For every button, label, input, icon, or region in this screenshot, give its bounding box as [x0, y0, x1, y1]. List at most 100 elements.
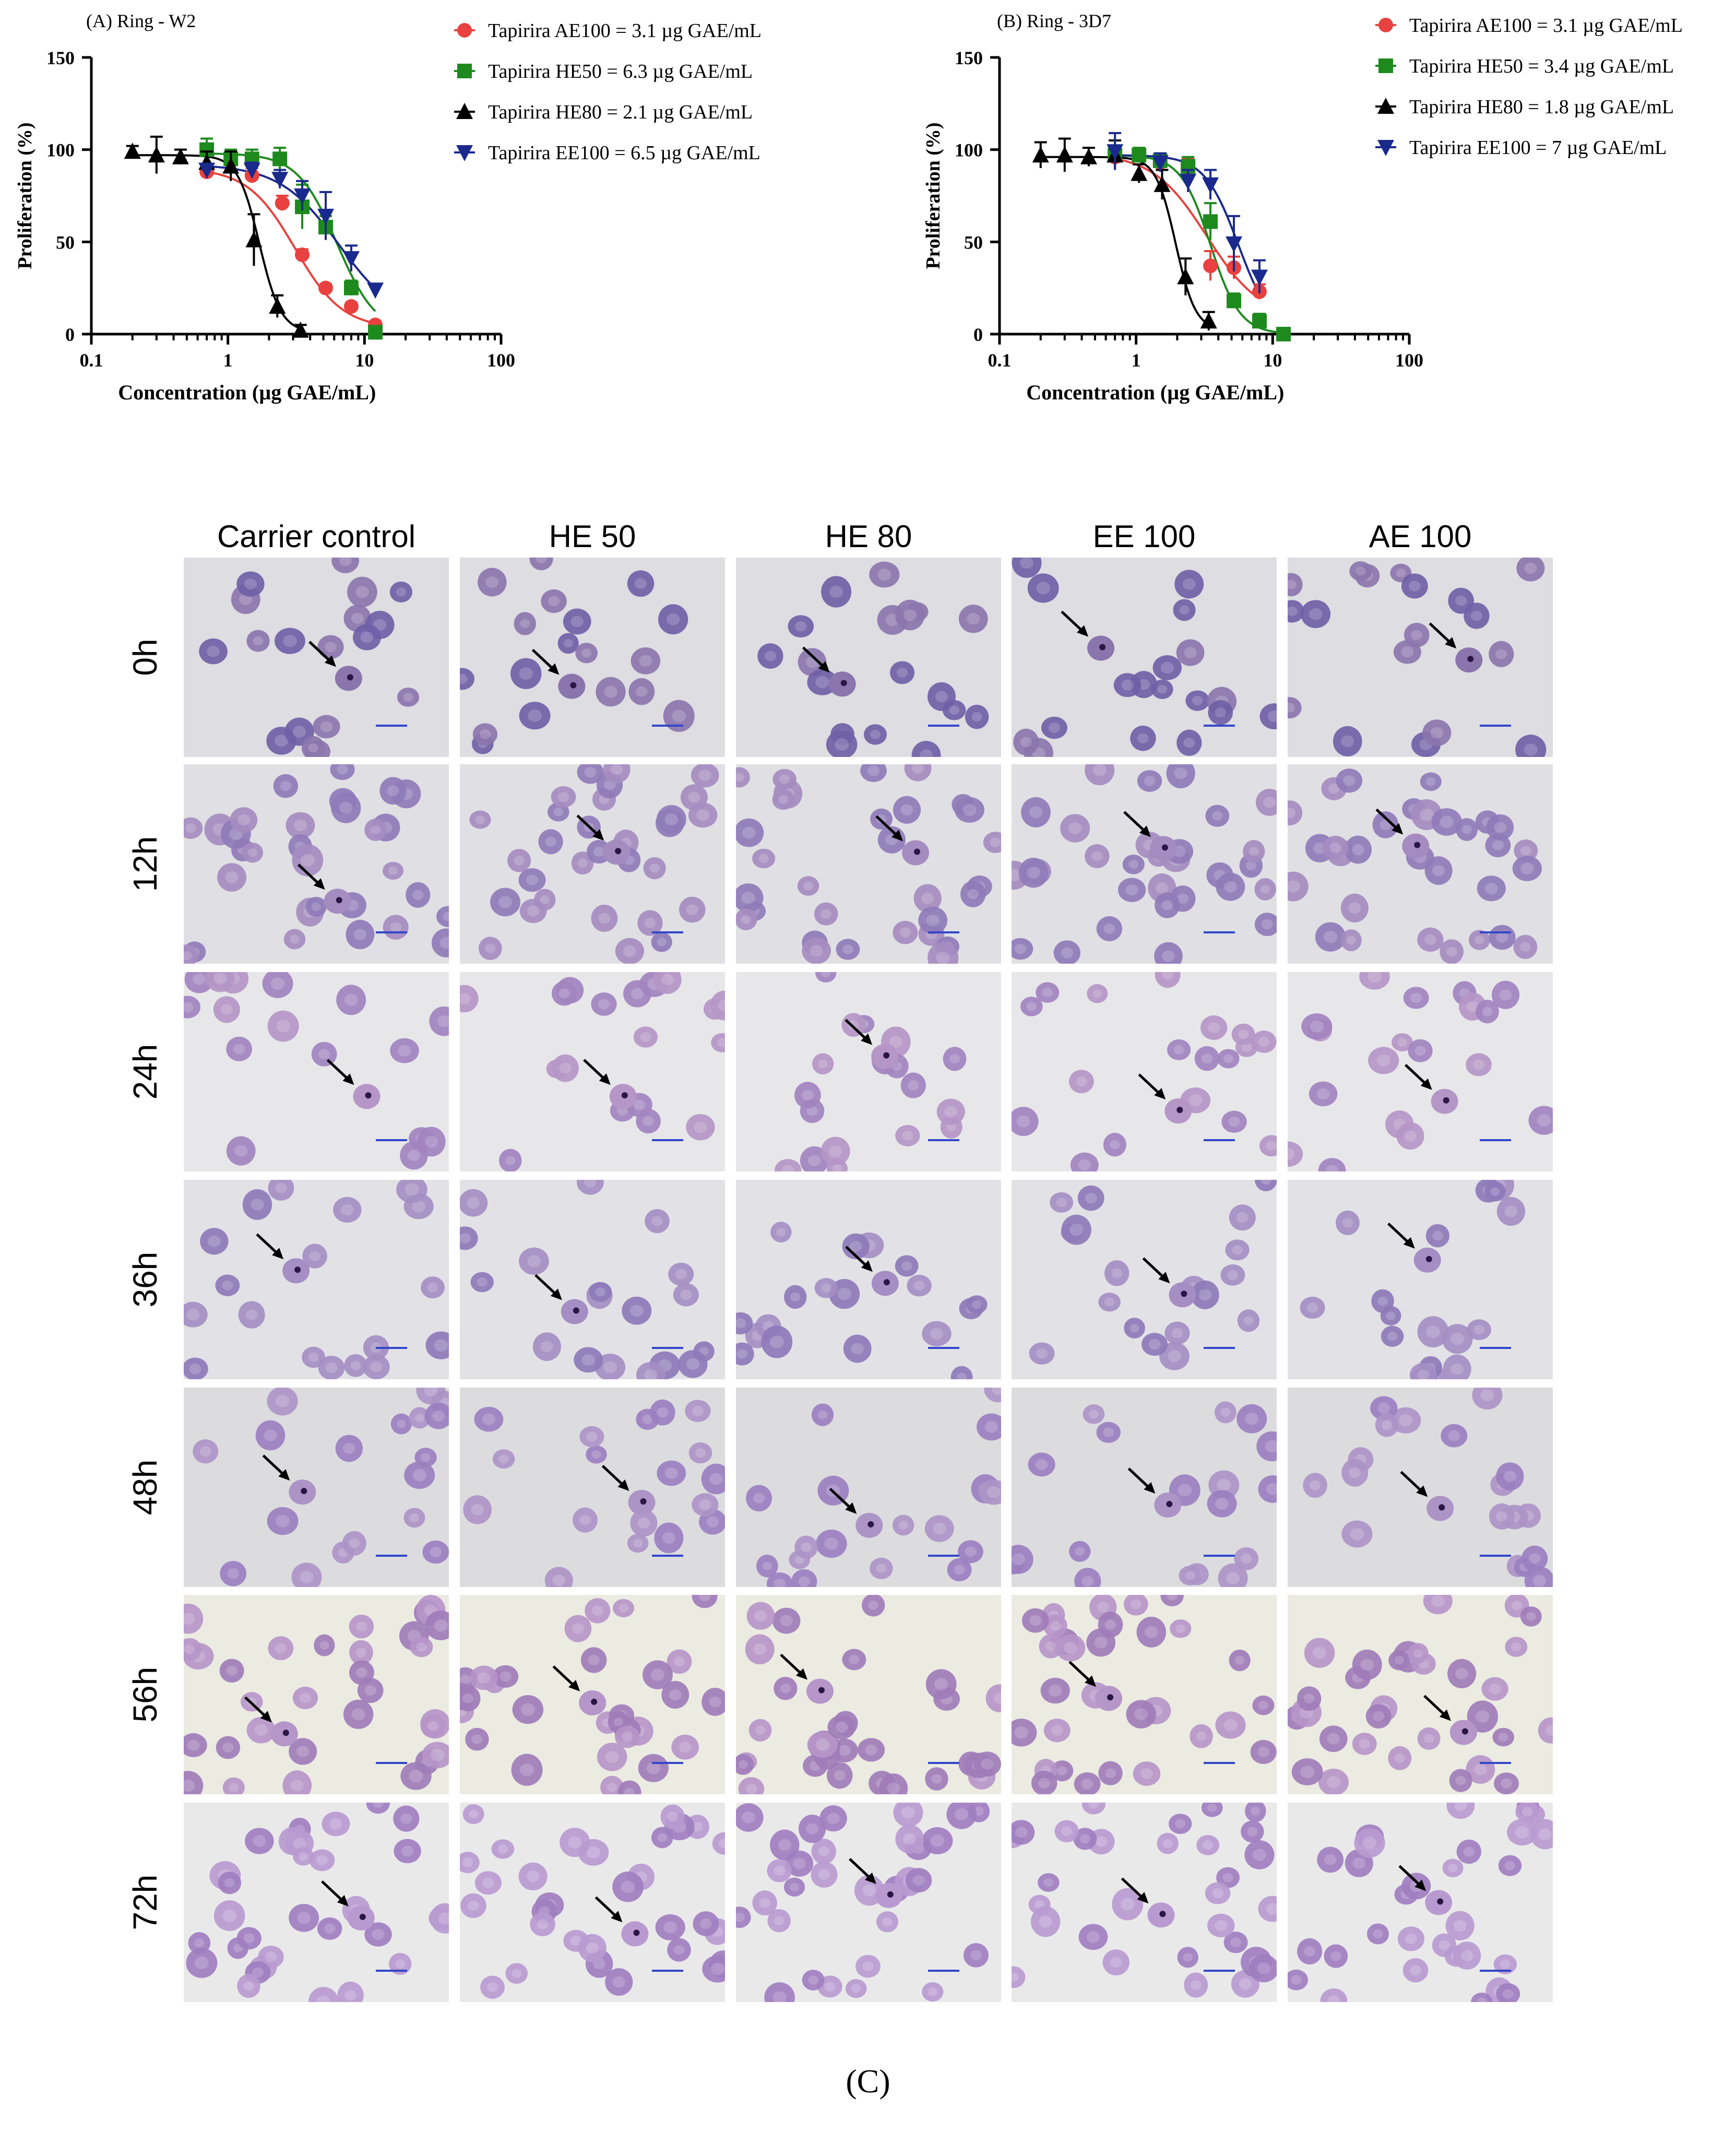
red-blood-cell	[1012, 938, 1033, 960]
row-label: 72h	[126, 1875, 164, 1931]
cell-center	[657, 1407, 669, 1418]
cell-center	[398, 1045, 411, 1057]
red-blood-cell	[1096, 916, 1123, 941]
cell-center	[1185, 1571, 1196, 1580]
red-blood-cell	[1133, 1761, 1161, 1786]
cell-center	[540, 895, 550, 904]
cell-center	[1394, 1753, 1405, 1763]
red-blood-cell	[660, 1804, 685, 1829]
red-blood-cell	[1520, 1606, 1542, 1627]
cell-center	[900, 804, 913, 815]
cell-center	[275, 1643, 287, 1653]
cell-center	[467, 1900, 480, 1911]
red-blood-cell	[268, 1636, 294, 1661]
cell-center	[184, 1644, 195, 1654]
red-blood-cell	[770, 1222, 792, 1242]
red-blood-cell	[417, 1127, 446, 1157]
red-blood-cell	[1417, 1316, 1449, 1348]
red-blood-cell	[1254, 913, 1277, 937]
red-blood-cell	[807, 1731, 838, 1758]
red-blood-cell	[1013, 728, 1039, 755]
cell-center	[505, 1156, 516, 1165]
cell-center	[1092, 989, 1102, 998]
red-blood-cell	[1069, 1070, 1094, 1094]
red-blood-cell	[425, 1331, 449, 1359]
cell-center	[1262, 919, 1273, 930]
cell-center	[1545, 1725, 1553, 1736]
cell-center	[1088, 1410, 1099, 1419]
red-blood-cell	[591, 992, 617, 1016]
parasite	[1443, 1097, 1449, 1104]
cell-center	[1061, 947, 1073, 958]
cell-center	[498, 896, 513, 908]
cell-center	[1156, 882, 1169, 894]
cell-center	[318, 1049, 330, 1060]
cell-center	[438, 1912, 449, 1925]
micrograph-tile	[1012, 1595, 1277, 1794]
red-blood-cell	[977, 1413, 1001, 1441]
red-blood-cell	[532, 1332, 561, 1361]
cell-center	[1476, 1710, 1490, 1723]
cell-center	[1175, 1624, 1186, 1633]
cell-center	[396, 1419, 406, 1428]
red-blood-cell	[1012, 1719, 1037, 1747]
cell-center	[1500, 1959, 1511, 1969]
cell-center	[1069, 1224, 1084, 1236]
parasite	[1107, 1694, 1114, 1701]
arrow-head	[1144, 1482, 1156, 1494]
parasite	[1181, 1291, 1187, 1297]
cell-center	[540, 1341, 554, 1353]
red-blood-cell	[1424, 856, 1453, 885]
cell-center	[297, 1912, 311, 1924]
cell-center	[1086, 1931, 1100, 1943]
red-blood-cell	[811, 1838, 836, 1864]
red-blood-cell	[785, 1850, 814, 1877]
arrow-head	[272, 1248, 284, 1260]
cell-center	[807, 1155, 821, 1167]
cell-center	[325, 642, 337, 653]
red-blood-cell	[544, 1567, 573, 1587]
cell-center	[1167, 1595, 1178, 1601]
red-blood-cell	[424, 1402, 449, 1429]
cell-center	[1078, 1159, 1091, 1171]
red-blood-cell	[1408, 1039, 1433, 1062]
red-blood-cell	[1445, 1911, 1475, 1940]
cell-center	[598, 913, 611, 924]
red-blood-cell	[1344, 835, 1372, 864]
red-blood-cell	[505, 1963, 528, 1984]
red-blood-cell	[1442, 1858, 1464, 1877]
row-label: 12h	[126, 836, 164, 892]
red-blood-cell	[767, 1909, 791, 1933]
red-blood-cell	[1528, 1106, 1553, 1135]
cell-center	[810, 945, 823, 957]
cell-center	[593, 847, 605, 857]
parasite	[347, 674, 353, 681]
cell-center	[603, 1361, 617, 1374]
x-tick-label: 10	[355, 350, 374, 371]
red-blood-cell	[364, 1922, 392, 1947]
cell-center	[225, 871, 239, 883]
cell-center	[527, 905, 540, 917]
micrograph-grid: Carrier control HE 50 HE 80 EE 100 AE 100 0h 1…	[126, 519, 1553, 2002]
red-blood-cell	[460, 1189, 488, 1217]
red-blood-cell	[1515, 1803, 1540, 1822]
red-blood-cell	[416, 1388, 446, 1405]
red-blood-cell	[206, 972, 235, 992]
cell-center	[990, 837, 1001, 847]
cell-center	[778, 1839, 791, 1851]
data-point	[292, 321, 309, 338]
micrograph-background	[736, 1388, 1001, 1587]
red-blood-cell	[603, 764, 631, 784]
red-blood-cell	[1155, 972, 1181, 988]
cell-center	[931, 1774, 942, 1784]
cell-center	[1247, 1827, 1258, 1837]
cell-center	[805, 656, 819, 668]
cell-center	[325, 1362, 338, 1374]
cell-center	[420, 1453, 431, 1462]
cell-center	[1212, 1888, 1223, 1899]
red-blood-cell	[393, 1805, 420, 1832]
cell-center	[412, 1200, 426, 1213]
cell-center	[364, 1685, 376, 1696]
red-blood-cell	[514, 612, 536, 635]
data-point	[1227, 293, 1242, 309]
